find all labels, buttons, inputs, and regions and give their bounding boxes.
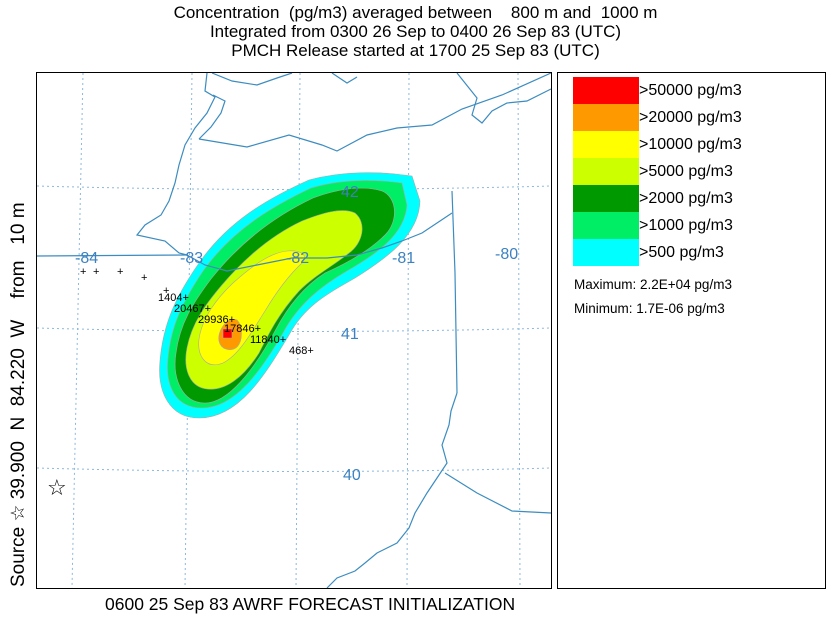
legend-label: >50000 pg/m3 [639,82,742,99]
legend-swatch [573,212,639,239]
title-line-1: Concentration (pg/m3) averaged between 8… [173,3,658,22]
ohio-river [326,392,458,588]
meridian-81 [406,73,410,588]
geographic-boundaries [37,73,551,588]
latitude-labels: 42 41 40 [341,184,361,484]
lake-huron-inlet [331,73,358,84]
legend-swatch [573,158,639,185]
parallel-40 [37,467,551,472]
longitude-label: -81 [392,250,415,267]
sample-marker: + [163,285,169,297]
measurement-value: 29936+ [198,314,235,326]
minimum-value: Minimum: 1.7E-06 pg/m3 [574,301,725,316]
latitude-label: 41 [341,326,359,343]
legend-swatch [573,185,639,212]
sample-marker: + [80,266,86,278]
source-label: Source ☆ 39.900 N 84.220 W from 10 m [8,202,29,587]
michigan-ohio-border [37,254,188,257]
lake-erie-south-shore [186,212,453,272]
sample-marker: + [141,272,147,284]
legend-swatch [573,77,639,104]
measurement-value: 11840+ [250,334,286,346]
parallel-42 [37,185,551,190]
sample-marker: + [117,266,123,278]
legend-label: >10000 pg/m3 [639,136,742,153]
latitude-label: 42 [341,184,359,201]
ontario-peninsula [456,73,551,124]
measurement-value: 17846+ [224,323,261,335]
pennsylvania-ohio-border [451,190,458,394]
legend-swatch [573,104,639,131]
longitude-labels: -84 -83 -82 -81 -80 [75,246,518,267]
measurement-value: 468+ [289,345,314,357]
latitude-label: 40 [343,467,361,484]
michigan-shoreline [135,73,216,256]
legend-label: >20000 pg/m3 [639,109,742,126]
legend-swatch [573,239,639,266]
map-panel[interactable]: -84 -83 -82 -81 -80 42 41 40 + + + + + 1… [36,72,552,589]
title-line-3: PMCH Release started at 1700 25 Sep 83 (… [231,41,600,60]
longitude-label: -80 [495,246,518,263]
map-canvas[interactable]: -84 -83 -82 -81 -80 42 41 40 + + + + + 1… [37,73,551,588]
plume-contours [159,172,421,419]
parallel-41 [37,327,551,332]
measurement-value: 1404+ [158,292,189,304]
legend-label: >500 pg/m3 [639,244,724,261]
title-line-2: Integrated from 0300 26 Sep to 0400 26 S… [209,22,622,41]
detroit-river [198,94,226,140]
meridian-82 [295,73,301,588]
background-markers: + + + + + [80,266,169,297]
meridian-80 [517,73,521,588]
sample-marker: + [93,266,99,278]
legend-label: >5000 pg/m3 [639,163,733,180]
map-grid [37,73,551,588]
legend-label: >1000 pg/m3 [639,217,733,234]
longitude-label: -83 [180,250,203,267]
legend-swatch [573,131,639,158]
legend-panel: >50000 pg/m3 >20000 pg/m3 >10000 pg/m3 >500… [557,72,826,589]
west-virginia-border [444,472,551,514]
lake-huron-shore [211,73,293,86]
legend-label: >2000 pg/m3 [639,190,733,207]
longitude-label: -84 [75,250,98,267]
measurement-values: 1404+ 20467+ 29936+ 17846+ 11840+ 468+ [158,292,314,357]
longitude-label: -82 [286,250,309,267]
meridian-83 [184,73,193,588]
measurement-value: 20467+ [174,303,211,315]
footer-text: 0600 25 Sep 83 AWRF FORECAST INITIALIZAT… [105,594,516,614]
meridian-84 [71,73,84,588]
maximum-value: Maximum: 2.2E+04 pg/m3 [574,277,732,292]
contour-50000 [222,328,233,339]
release-source-star-icon: ☆ [47,476,67,501]
